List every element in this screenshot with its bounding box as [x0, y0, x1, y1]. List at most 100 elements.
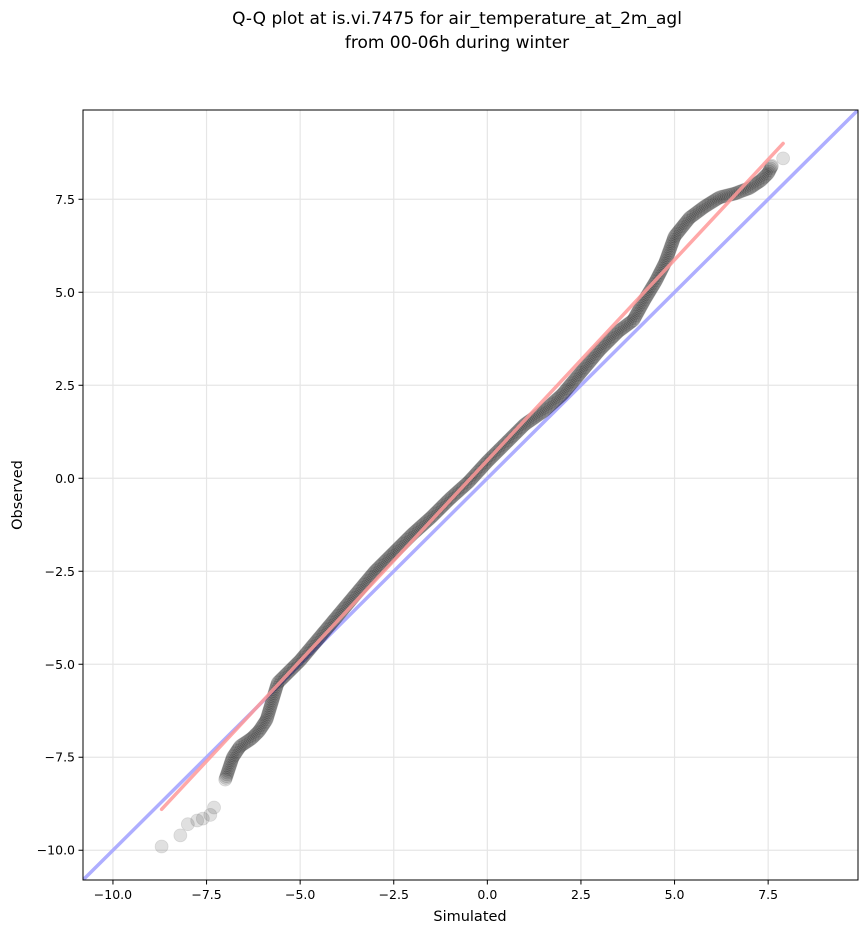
- quantile-point: [776, 151, 791, 166]
- quantile-point: [762, 163, 777, 178]
- quantile-point: [421, 513, 435, 527]
- y-axis-label: Observed: [10, 460, 26, 530]
- quantile-point: [247, 728, 262, 743]
- quantile-point: [691, 204, 706, 219]
- chart-title-line-1: Q-Q plot at is.vi.7475 for air_temperatu…: [232, 9, 682, 29]
- y-tick-label: −5.0: [45, 657, 75, 672]
- quantile-point: [190, 813, 205, 828]
- quantile-point: [623, 315, 638, 330]
- quantile-point: [251, 724, 266, 739]
- quantile-point: [632, 301, 647, 316]
- quantile-point: [509, 425, 524, 440]
- quantile-point: [574, 364, 589, 379]
- quantile-point: [543, 398, 558, 412]
- quantile-point: [666, 232, 681, 247]
- fit-line: [159, 141, 785, 812]
- quantile-point: [596, 339, 611, 354]
- quantile-point: [661, 246, 676, 261]
- quantile-point: [240, 734, 255, 749]
- quantile-point: [613, 323, 628, 337]
- x-axis-label: Simulated: [433, 909, 506, 925]
- quantile-point: [577, 361, 591, 376]
- quantile-point: [698, 199, 713, 213]
- quantile-point: [268, 684, 283, 699]
- quantile-point: [581, 356, 596, 370]
- quantile-point: [503, 432, 517, 446]
- quantile-point: [759, 167, 774, 182]
- quantile-point: [705, 195, 719, 209]
- y-tick-label: 0.0: [55, 471, 75, 486]
- quantile-point: [718, 189, 733, 203]
- quantile-point: [669, 226, 684, 241]
- quantile-point: [714, 189, 729, 204]
- y-tick-label: 5.0: [55, 285, 75, 300]
- quantile-point: [560, 381, 575, 396]
- quantile-point: [662, 245, 676, 259]
- quantile-point: [706, 194, 721, 209]
- quantile-point: [532, 407, 547, 422]
- quantile-point: [223, 758, 237, 773]
- quantile-point: [584, 353, 598, 368]
- quantile-point: [562, 378, 577, 393]
- quantile-point: [753, 174, 768, 188]
- quantile-point: [317, 624, 332, 639]
- quantile-point: [585, 351, 600, 366]
- quantile-point: [617, 319, 632, 334]
- quantile-point: [757, 170, 772, 185]
- quantile-point: [245, 731, 259, 745]
- quantile-point: [237, 736, 252, 751]
- quantile-point: [224, 753, 239, 768]
- quantile-point: [764, 158, 779, 173]
- quantile-point: [261, 705, 276, 720]
- quantile-point: [586, 350, 601, 365]
- quantile-point: [687, 207, 701, 222]
- quantile-point: [635, 297, 650, 311]
- quantile-point: [231, 742, 245, 757]
- quantile-point: [542, 399, 557, 414]
- quantile-point: [318, 622, 333, 637]
- quantile-point: [712, 190, 727, 205]
- y-tick-label: −7.5: [45, 750, 75, 765]
- quantile-point: [263, 700, 278, 715]
- quantile-point: [694, 202, 709, 217]
- quantile-point: [630, 305, 645, 319]
- quantile-point: [541, 400, 555, 415]
- quantile-point: [660, 250, 675, 265]
- chart-title-line-2: from 00-06h during winter: [345, 33, 569, 53]
- quantile-point: [314, 628, 329, 643]
- quantile-point: [561, 379, 576, 394]
- quantile-point: [230, 744, 244, 758]
- quantile-point: [315, 627, 330, 641]
- quantile-point: [626, 313, 641, 327]
- quantile-point: [551, 390, 566, 405]
- quantile-point: [684, 209, 698, 224]
- quantile-point: [180, 817, 195, 832]
- quantile-point: [573, 365, 588, 380]
- quantile-point: [555, 386, 570, 401]
- quantile-point: [564, 377, 578, 391]
- quantile-point: [255, 718, 270, 733]
- quantile-point: [711, 191, 726, 206]
- quantile-point: [590, 346, 604, 361]
- quantile-point: [725, 187, 740, 202]
- quantile-point: [597, 338, 612, 353]
- x-axis-ticks: −10.0 −7.5 −5.0 −2.5 0.0 2.5 5.0 7.5: [94, 880, 778, 902]
- quantile-point: [223, 757, 238, 771]
- quantile-point: [250, 725, 265, 740]
- quantile-point: [427, 506, 442, 521]
- quantile-point: [426, 508, 441, 522]
- quantile-point: [764, 159, 779, 174]
- quantile-point: [512, 423, 527, 437]
- quantile-point: [258, 714, 273, 728]
- quantile-point: [594, 340, 609, 355]
- quantile-point: [316, 625, 331, 640]
- quantile-point: [665, 236, 679, 251]
- quantile-point: [508, 426, 523, 441]
- quantile-point: [591, 344, 606, 359]
- quantile-point: [549, 393, 563, 407]
- quantile-point: [265, 694, 279, 709]
- quantile-point: [571, 368, 586, 383]
- quantile-point: [225, 751, 240, 766]
- quantile-point: [598, 336, 613, 351]
